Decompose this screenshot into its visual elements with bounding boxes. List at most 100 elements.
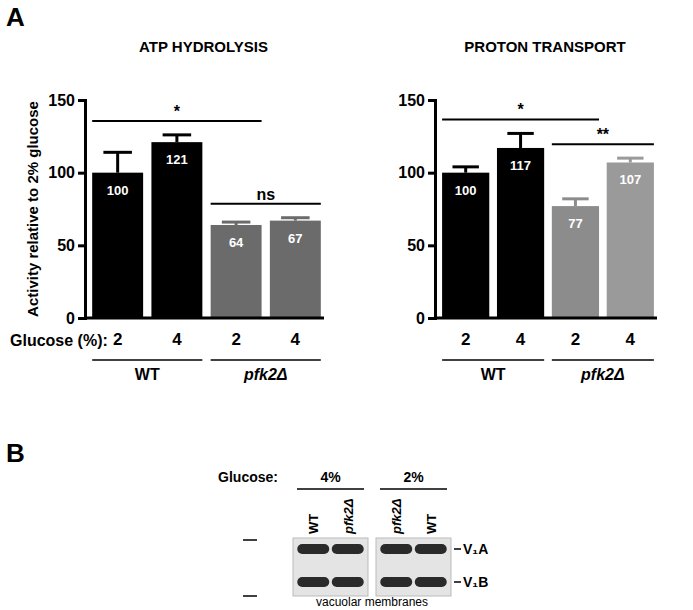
error-bar: [222, 222, 251, 225]
comparison-line: [92, 120, 261, 122]
x-axis-line: [85, 317, 324, 320]
bar: [607, 162, 654, 318]
y-tick: 50: [407, 237, 435, 254]
error-bar: [163, 135, 192, 142]
plot-area: [442, 133, 654, 318]
chart-title: ATP HYDROLYSIS: [139, 38, 268, 55]
group-label: WT: [135, 366, 160, 383]
blot-membrane: [293, 538, 368, 596]
comparison-label: ns: [256, 186, 275, 203]
condition-underline: [380, 488, 447, 490]
bar: [151, 142, 202, 318]
error-bar: [103, 152, 132, 172]
data-label: 121: [166, 152, 188, 167]
y-tick-label: 0: [416, 310, 425, 327]
error-stem: [116, 152, 119, 172]
band-pointer: [454, 581, 461, 583]
bar: [552, 206, 599, 318]
marker-tick: [243, 595, 257, 597]
blot-band: [380, 577, 412, 587]
x-axis: 2424: [435, 318, 657, 349]
y-tick-label: 150: [398, 92, 425, 109]
blot-membrane: [376, 538, 451, 596]
blot-band: [415, 577, 447, 587]
chart: PROTON TRANSPORT100117771070501001502424…: [398, 38, 657, 383]
x-tick-label: 2: [461, 330, 470, 349]
error-cap: [281, 216, 310, 219]
plot-area: [92, 135, 321, 318]
group-label: pfk2Δ: [580, 366, 625, 383]
lane-label: pfk2Δ: [341, 498, 356, 535]
lane-label: WT: [424, 514, 439, 534]
x-tick: 4: [172, 330, 182, 349]
y-tick-mark: [78, 244, 85, 247]
x-axis: 2 4 2 4: [85, 318, 324, 349]
x-axis-title: Glucose (%):: [10, 332, 108, 349]
error-bar: [617, 158, 643, 162]
data-label: 100: [107, 183, 129, 198]
y-tick: 100: [48, 164, 85, 181]
y-tick: 0: [66, 310, 85, 327]
error-bar: [562, 199, 588, 206]
x-tick: 4: [516, 330, 526, 349]
y-tick-mark: [78, 99, 85, 102]
comparison-line: [211, 203, 321, 205]
comparison-line: [552, 143, 654, 145]
band-label: V₁A: [463, 541, 488, 557]
x-tick-label: 4: [172, 330, 182, 349]
blot-band: [297, 544, 329, 554]
y-tick-label: 100: [48, 164, 75, 181]
group-label: pfk2Δ: [243, 366, 288, 383]
blot-condition: 2%: [403, 469, 424, 485]
data-label: 107: [619, 172, 641, 187]
comparison-label: *: [517, 101, 524, 118]
y-tick: 150: [398, 92, 435, 109]
chart: ATP HYDROLYSIS Activity relative to 2% gl…: [10, 38, 324, 383]
blot-condition: 4%: [320, 469, 341, 485]
data-label: 64: [229, 235, 244, 250]
x-tick-label: 2: [113, 330, 122, 349]
y-axis: 050100150: [398, 92, 435, 327]
error-bar: [507, 133, 533, 148]
x-tick: 2: [113, 330, 122, 349]
y-tick-mark: [78, 317, 85, 320]
y-axis-title: Activity relative to 2% glucose: [24, 101, 41, 317]
error-bar: [281, 218, 310, 221]
y-tick: 50: [57, 237, 85, 254]
x-tick: 2: [461, 330, 470, 349]
error-cap: [617, 157, 643, 160]
x-tick: 4: [291, 330, 301, 349]
x-tick-label: 4: [626, 330, 636, 349]
y-tick-label: 0: [66, 310, 75, 327]
blot-band: [297, 577, 329, 587]
bar: [497, 148, 544, 318]
y-axis: 0 50 100 150: [48, 92, 85, 327]
comparison-label: *: [174, 103, 181, 120]
panel-label: A: [6, 2, 25, 32]
blot-band: [332, 577, 364, 587]
y-tick-label: 50: [407, 237, 425, 254]
bar: [211, 225, 262, 318]
x-tick-label: 4: [291, 330, 301, 349]
y-tick-mark: [428, 172, 435, 175]
comparison-label: **: [597, 126, 610, 143]
y-tick-mark: [428, 99, 435, 102]
group-underline: [211, 359, 321, 361]
condition-underline: [297, 488, 364, 490]
group-underline: [552, 359, 654, 361]
blot-band: [332, 544, 364, 554]
error-cap: [452, 165, 478, 168]
y-tick-mark: [428, 317, 435, 320]
y-tick: 150: [48, 92, 85, 109]
y-tick-mark: [78, 172, 85, 175]
x-tick-label: 2: [231, 330, 240, 349]
blot-band: [415, 544, 447, 554]
y-tick-label: 50: [57, 237, 75, 254]
y-tick-mark: [428, 244, 435, 247]
blot-glucose-label: Glucose:: [218, 469, 278, 485]
error-cap: [507, 132, 533, 135]
group-underline: [92, 359, 202, 361]
y-axis-line: [78, 101, 86, 319]
y-tick: 0: [416, 310, 435, 327]
x-tick: 4: [626, 330, 636, 349]
